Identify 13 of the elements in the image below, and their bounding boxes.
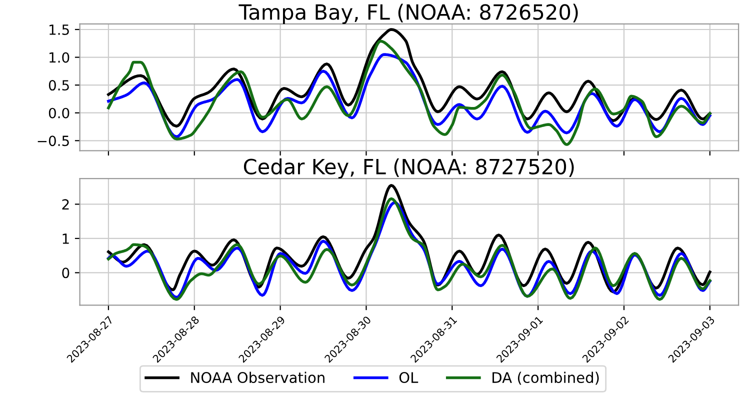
chart-title: Cedar Key, FL (NOAA: 8727520)	[244, 158, 574, 179]
y-tick-label: 2	[62, 199, 69, 210]
y-tick-label: 0	[62, 268, 70, 278]
y-tick-label: 1	[62, 234, 69, 244]
y-tick-label: −0.5	[38, 136, 69, 146]
y-tick-label: 1.0	[50, 52, 70, 63]
chart-title: Tampa Bay, FL (NOAA: 8726520)	[238, 4, 578, 24]
y-tick-label: 0.0	[48, 108, 70, 118]
y-tick-label: 1.5	[50, 24, 69, 35]
y-tick-label: 0.5	[48, 80, 69, 91]
legend-label: OL	[399, 372, 418, 384]
legend-label: DA (combined)	[492, 372, 599, 385]
legend-label: NOAA Observation	[191, 372, 324, 384]
